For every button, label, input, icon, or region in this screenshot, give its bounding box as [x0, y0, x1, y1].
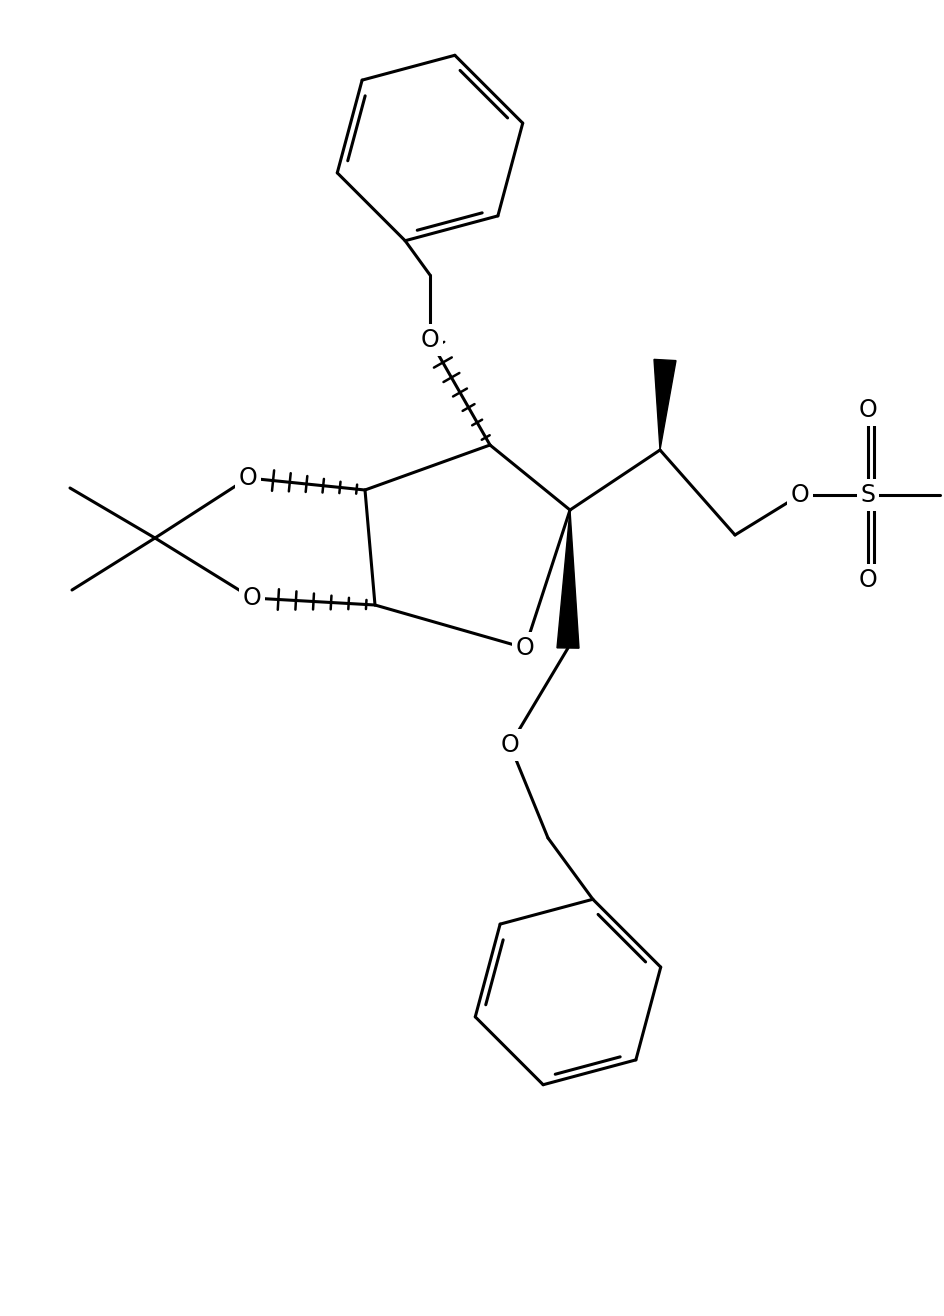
Text: O: O	[859, 569, 877, 592]
Text: O: O	[239, 466, 258, 490]
Text: O: O	[500, 733, 519, 757]
Text: O: O	[421, 328, 439, 351]
Text: S: S	[861, 483, 875, 507]
Polygon shape	[557, 511, 579, 649]
Text: O: O	[515, 636, 534, 661]
Text: O: O	[859, 397, 877, 422]
Polygon shape	[654, 359, 676, 450]
Text: O: O	[243, 586, 261, 611]
Text: O: O	[791, 483, 809, 507]
